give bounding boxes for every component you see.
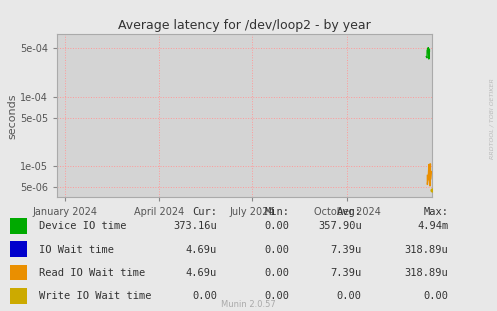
Text: 0.00: 0.00 (423, 291, 448, 301)
Text: 357.90u: 357.90u (318, 221, 362, 231)
Text: Read IO Wait time: Read IO Wait time (39, 268, 145, 278)
Bar (10, 241, 27, 257)
Bar (10, 218, 27, 234)
Text: Max:: Max: (423, 207, 448, 217)
Title: Average latency for /dev/loop2 - by year: Average latency for /dev/loop2 - by year (118, 19, 371, 32)
Text: 4.69u: 4.69u (186, 245, 217, 255)
Text: 0.00: 0.00 (336, 291, 362, 301)
Text: 7.39u: 7.39u (331, 245, 362, 255)
Text: 4.69u: 4.69u (186, 268, 217, 278)
Text: Avg:: Avg: (336, 207, 362, 217)
Text: 0.00: 0.00 (264, 221, 289, 231)
Text: 7.39u: 7.39u (331, 268, 362, 278)
Text: Write IO Wait time: Write IO Wait time (39, 291, 151, 301)
Text: IO Wait time: IO Wait time (39, 245, 114, 255)
Text: 0.00: 0.00 (264, 268, 289, 278)
Text: 318.89u: 318.89u (405, 268, 448, 278)
Text: Cur:: Cur: (192, 207, 217, 217)
Text: 0.00: 0.00 (264, 291, 289, 301)
Y-axis label: seconds: seconds (7, 93, 17, 139)
Bar (10, 288, 27, 304)
Text: 0.00: 0.00 (192, 291, 217, 301)
Bar (10, 265, 27, 281)
Text: RRDTOOL / TOBI OETIKER: RRDTOOL / TOBI OETIKER (490, 78, 495, 159)
Text: 0.00: 0.00 (264, 245, 289, 255)
Text: Munin 2.0.57: Munin 2.0.57 (221, 300, 276, 309)
Text: Min:: Min: (264, 207, 289, 217)
Text: 4.94m: 4.94m (417, 221, 448, 231)
Text: 318.89u: 318.89u (405, 245, 448, 255)
Text: 373.16u: 373.16u (173, 221, 217, 231)
Text: Device IO time: Device IO time (39, 221, 126, 231)
